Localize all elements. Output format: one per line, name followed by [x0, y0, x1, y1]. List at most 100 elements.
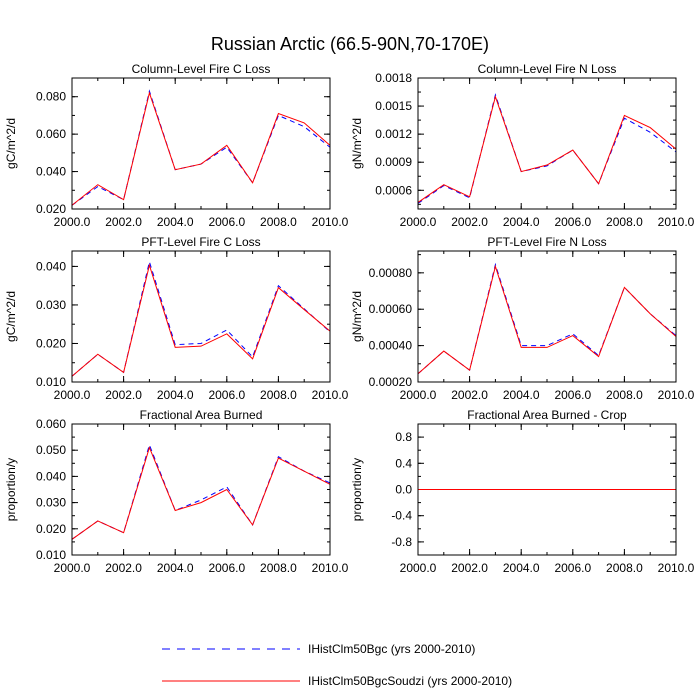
x-tick-label: 2000.0 — [54, 388, 91, 402]
x-tick-label: 2010.0 — [658, 215, 695, 229]
y-tick-label: 0.00080 — [369, 266, 413, 280]
plot-frame — [71, 423, 331, 556]
chart-panel-3: PFT-Level Fire N Loss gN/m^2/d 2000.0 2002.… — [350, 235, 695, 402]
x-tick-label: 2000.0 — [400, 561, 437, 575]
y-tick-label: 0.4 — [395, 456, 412, 470]
series-line-0 — [417, 93, 677, 204]
y-tick-label: 0.010 — [36, 548, 66, 562]
x-tick-label: 2006.0 — [208, 388, 245, 402]
y-tick-label: 0.00040 — [369, 339, 413, 353]
y-tick-label: 0.0 — [395, 483, 412, 497]
chart-panel-0: Column-Level Fire C Loss gC/m^2/d 2000.0 20… — [4, 62, 349, 229]
y-tick-label: 0.010 — [36, 375, 66, 389]
y-tick-label: 0.060 — [36, 127, 66, 141]
chart-panel-2: PFT-Level Fire C Loss gC/m^2/d 2000.0 2002.… — [4, 235, 349, 402]
y-tick-label: 0.020 — [36, 522, 66, 536]
y-tick-label: 0.050 — [36, 443, 66, 457]
x-tick-label: 2004.0 — [157, 215, 194, 229]
y-tick-label: 0.0009 — [375, 155, 412, 169]
x-tick-label: 2002.0 — [105, 561, 142, 575]
plot-frame — [417, 77, 677, 210]
x-tick-label: 2006.0 — [208, 561, 245, 575]
x-tick-label: 2006.0 — [554, 561, 591, 575]
series-line-1 — [417, 94, 677, 203]
x-tick-label: 2006.0 — [554, 388, 591, 402]
y-axis-label: gC/m^2/d — [4, 118, 18, 169]
chart-title: PFT-Level Fire N Loss — [487, 235, 606, 249]
y-tick-label: 0.00060 — [369, 302, 413, 316]
y-tick-label: 0.0018 — [375, 71, 412, 85]
x-tick-label: 2002.0 — [451, 561, 488, 575]
x-tick-label: 2002.0 — [105, 215, 142, 229]
plot-frame — [71, 77, 331, 210]
x-tick-label: 2008.0 — [260, 388, 297, 402]
x-tick-label: 2008.0 — [606, 561, 643, 575]
x-tick-label: 2004.0 — [157, 388, 194, 402]
y-tick-label: -0.4 — [391, 509, 412, 523]
x-tick-label: 2006.0 — [208, 215, 245, 229]
x-tick-label: 2002.0 — [451, 388, 488, 402]
x-tick-label: 2002.0 — [105, 388, 142, 402]
chart-panel-1: Column-Level Fire N Loss gN/m^2/d 2000.0 20… — [350, 62, 695, 229]
x-tick-label: 2004.0 — [503, 215, 540, 229]
chart-title: Column-Level Fire C Loss — [132, 62, 271, 76]
y-tick-label: 0.020 — [36, 202, 66, 216]
chart-title: Fractional Area Burned - Crop — [467, 408, 627, 422]
x-tick-label: 2008.0 — [606, 388, 643, 402]
chart-title: Column-Level Fire N Loss — [478, 62, 617, 76]
series-line-1 — [71, 91, 331, 206]
y-tick-label: 0.030 — [36, 298, 66, 312]
x-tick-label: 2010.0 — [312, 561, 349, 575]
x-tick-label: 2000.0 — [54, 215, 91, 229]
y-tick-label: 0.040 — [36, 259, 66, 273]
y-tick-label: 0.040 — [36, 165, 66, 179]
y-tick-label: 0.0012 — [375, 127, 412, 141]
plot-frame — [71, 250, 331, 383]
chart-panel-5: Fractional Area Burned - Crop proportion/… — [350, 408, 695, 575]
y-tick-label: 0.00020 — [369, 375, 413, 389]
x-tick-label: 2002.0 — [451, 215, 488, 229]
y-axis-label: proportion/y — [350, 458, 364, 521]
x-tick-label: 2006.0 — [554, 215, 591, 229]
y-tick-label: 0.0006 — [375, 183, 412, 197]
x-tick-label: 2010.0 — [312, 388, 349, 402]
legend-label-1: IHistClm50BgcSoudzi (yrs 2000-2010) — [308, 674, 512, 688]
y-axis-label: gN/m^2/d — [350, 291, 364, 342]
y-tick-label: 0.040 — [36, 469, 66, 483]
series-line-1 — [417, 264, 677, 375]
legend-label-0: IHistClm50Bgc (yrs 2000-2010) — [308, 642, 475, 656]
x-tick-label: 2004.0 — [503, 388, 540, 402]
chart-title: PFT-Level Fire C Loss — [141, 235, 260, 249]
x-tick-label: 2008.0 — [606, 215, 643, 229]
y-tick-label: 0.020 — [36, 336, 66, 350]
y-tick-label: 0.030 — [36, 496, 66, 510]
x-tick-label: 2000.0 — [54, 561, 91, 575]
y-tick-label: -0.8 — [391, 535, 412, 549]
x-tick-label: 2004.0 — [157, 561, 194, 575]
y-tick-label: 0.0015 — [375, 99, 412, 113]
series-line-1 — [71, 263, 331, 377]
series-line-0 — [71, 89, 331, 206]
x-tick-label: 2010.0 — [658, 561, 695, 575]
series-line-0 — [71, 259, 331, 377]
x-tick-label: 2000.0 — [400, 215, 437, 229]
series-line-0 — [417, 262, 677, 375]
y-axis-label: gN/m^2/d — [350, 118, 364, 169]
plot-frame — [417, 423, 677, 556]
x-tick-label: 2000.0 — [400, 388, 437, 402]
chart-title: Fractional Area Burned — [140, 408, 263, 422]
chart-panel-4: Fractional Area Burned proportion/y 2000.0… — [4, 408, 349, 575]
y-tick-label: 0.080 — [36, 90, 66, 104]
y-tick-label: 0.8 — [395, 430, 412, 444]
x-tick-label: 2008.0 — [260, 561, 297, 575]
x-tick-label: 2010.0 — [658, 388, 695, 402]
y-tick-label: 0.060 — [36, 417, 66, 431]
y-axis-label: gC/m^2/d — [4, 291, 18, 342]
x-tick-label: 2004.0 — [503, 561, 540, 575]
figure-title: Russian Arctic (66.5-90N,70-170E) — [211, 34, 489, 54]
x-tick-label: 2010.0 — [312, 215, 349, 229]
plot-frame — [417, 250, 677, 383]
series-line-0 — [71, 443, 331, 540]
x-tick-label: 2008.0 — [260, 215, 297, 229]
